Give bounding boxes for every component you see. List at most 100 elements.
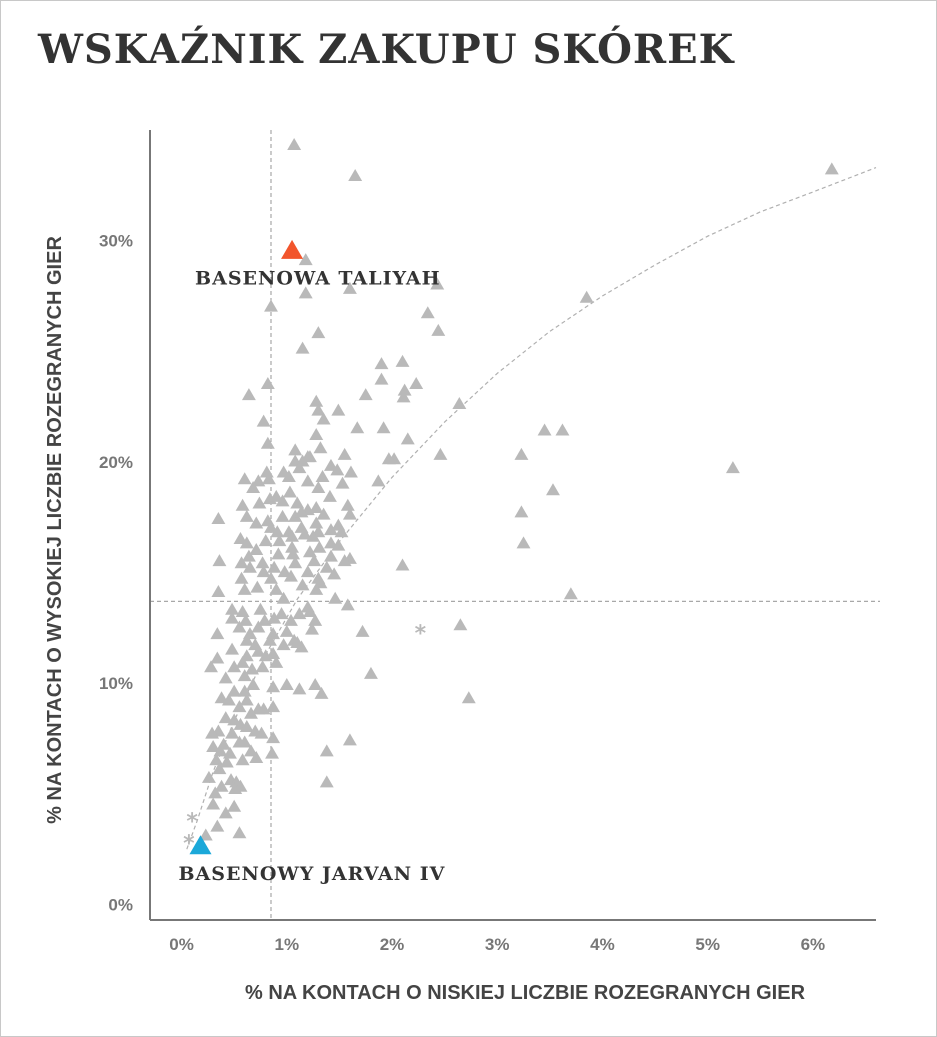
data-point <box>309 500 324 513</box>
data-point <box>358 388 373 401</box>
x-axis-label: % NA KONTACH O NISKIEJ LICZBIE ROZEGRANY… <box>245 982 806 1004</box>
data-point <box>461 691 476 704</box>
data-point <box>319 775 334 788</box>
data-point <box>210 651 225 664</box>
data-point <box>221 693 236 706</box>
data-point <box>218 711 233 724</box>
data-point <box>208 786 223 799</box>
data-point <box>319 744 334 757</box>
data-point <box>264 571 278 584</box>
data-point <box>204 660 218 673</box>
data-point <box>275 509 290 522</box>
data-point <box>198 828 213 841</box>
data-point <box>725 461 740 474</box>
data-point <box>319 560 334 573</box>
data-point <box>234 556 249 569</box>
data-point <box>337 447 352 460</box>
data-point <box>288 556 303 569</box>
data-point <box>309 394 324 407</box>
data-point <box>340 598 355 611</box>
data-point <box>284 613 298 626</box>
data-point <box>308 677 323 690</box>
data-point <box>316 412 331 425</box>
data-point <box>225 726 240 739</box>
data-point <box>396 390 411 403</box>
data-point <box>206 797 221 810</box>
data-point <box>213 744 228 757</box>
data-point <box>242 560 257 573</box>
data-point <box>348 169 363 182</box>
data-point <box>314 686 329 699</box>
data-point <box>331 538 346 551</box>
data-point <box>227 713 242 726</box>
data-point <box>252 496 267 509</box>
asterisk-point: * <box>186 809 198 834</box>
data-point <box>237 669 252 682</box>
data-point <box>294 640 309 653</box>
x-tick-label: 4% <box>590 935 615 954</box>
data-point <box>363 666 378 679</box>
data-point <box>239 633 254 646</box>
data-point <box>285 540 300 553</box>
data-point <box>251 644 266 657</box>
data-point <box>244 706 258 719</box>
data-point <box>250 580 265 593</box>
data-point <box>244 744 258 757</box>
data-point <box>253 602 268 615</box>
x-tick-label: 6% <box>801 935 826 954</box>
data-point <box>305 622 319 635</box>
data-point <box>212 762 227 775</box>
chart-title: WSKAŹNIK ZAKUPU SKÓREK <box>38 26 735 73</box>
data-point <box>232 700 247 713</box>
y-tick-label: 10% <box>99 674 133 693</box>
highlight-label: BASENOWY JARVAN IV <box>179 863 446 885</box>
data-point <box>381 452 396 465</box>
data-point <box>223 746 237 759</box>
data-point <box>279 677 294 690</box>
data-point <box>315 469 330 482</box>
data-point <box>225 642 240 655</box>
data-point <box>277 565 292 578</box>
data-point <box>233 779 248 792</box>
data-point <box>298 286 313 299</box>
data-point <box>218 671 233 684</box>
data-point <box>267 611 282 624</box>
y-axis-label: % NA KONTACH O WYSOKIEJ LICZBIE ROZEGRAN… <box>44 236 66 824</box>
data-point <box>371 474 386 487</box>
data-point <box>237 582 252 595</box>
data-points: *** <box>183 138 839 857</box>
data-point <box>265 746 280 759</box>
data-point <box>295 578 310 591</box>
data-point <box>453 618 468 631</box>
data-point <box>261 472 276 485</box>
data-point <box>308 613 323 626</box>
data-point <box>239 720 254 733</box>
data-point <box>311 481 326 494</box>
data-point <box>420 306 435 319</box>
data-point <box>210 627 225 640</box>
data-point <box>300 474 315 487</box>
data-point <box>210 819 225 832</box>
trend-curve <box>186 167 877 850</box>
data-point <box>279 624 294 637</box>
data-point <box>266 731 281 744</box>
data-point <box>235 753 250 766</box>
data-point <box>285 529 300 542</box>
data-point <box>271 547 286 560</box>
data-point <box>294 505 309 518</box>
data-point <box>433 447 448 460</box>
data-point <box>431 323 446 336</box>
data-point <box>376 421 391 434</box>
data-point <box>292 461 307 474</box>
data-point <box>302 604 317 617</box>
data-point <box>219 755 234 768</box>
y-tick-label: 30% <box>99 232 133 251</box>
data-point <box>209 753 224 766</box>
data-point <box>211 585 226 598</box>
data-point <box>232 735 247 748</box>
data-point <box>245 662 260 675</box>
data-point <box>316 507 331 520</box>
data-point <box>281 469 296 482</box>
data-point <box>337 554 352 567</box>
data-point <box>246 481 261 494</box>
